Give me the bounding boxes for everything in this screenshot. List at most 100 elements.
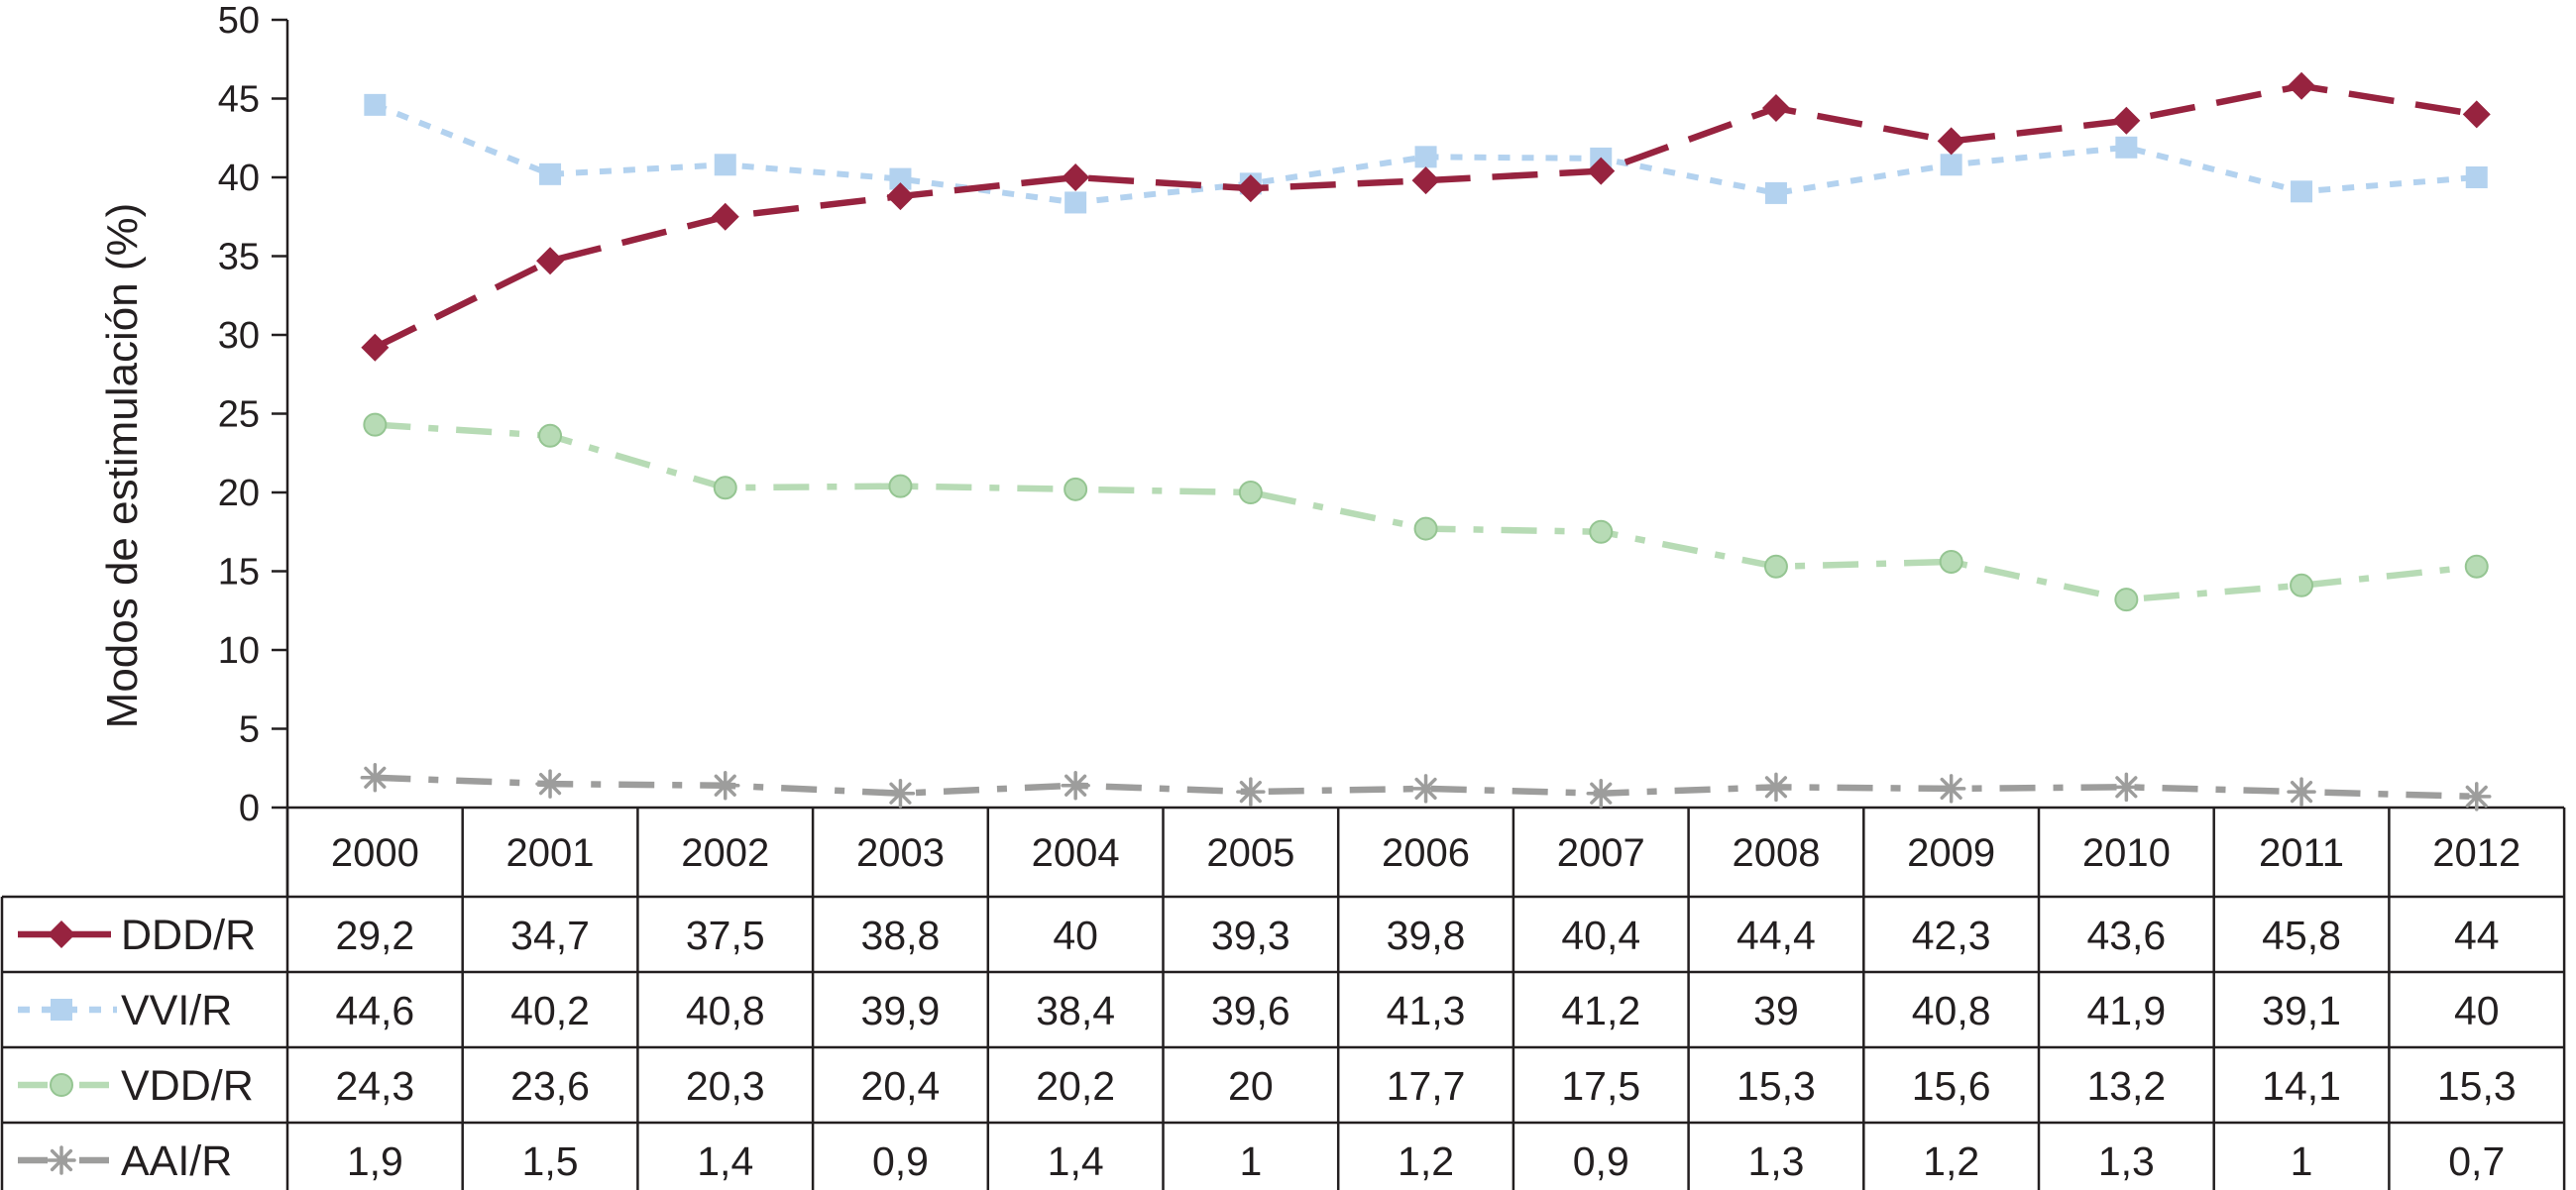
- data-point: [1413, 516, 1438, 541]
- table-cell-value: 43,6: [2086, 913, 2166, 958]
- series-line: [373, 82, 2478, 351]
- table-cell-value: 41,2: [1561, 988, 1640, 1033]
- table-cell-value: 34,7: [510, 913, 590, 958]
- legend-entry: DDD/R: [18, 912, 256, 959]
- data-point: [1411, 166, 1440, 195]
- data-point: [711, 202, 739, 231]
- x-tick-label: 2006: [1382, 831, 1470, 875]
- table-cell-value: 39,6: [1211, 988, 1290, 1033]
- data-point: [361, 333, 390, 362]
- data-table: 2000 2001 2002 2003 2004 2005 2006 2007 2008 2009…: [0, 806, 2566, 1190]
- legend-marker: [50, 1073, 73, 1097]
- data-point: [363, 412, 388, 437]
- table-cell-value: 0,9: [1573, 1138, 1629, 1184]
- table-cell-value: 37,5: [686, 913, 765, 958]
- table-cell-value: 1,4: [1048, 1138, 1104, 1184]
- x-tick-label: 2010: [2082, 831, 2171, 875]
- table-cell-value: 20,4: [861, 1063, 941, 1109]
- series-ddd-r: [361, 71, 2491, 362]
- table-cell-value: 41,9: [2086, 988, 2166, 1033]
- table-cell-value: 1,4: [697, 1138, 753, 1184]
- data-point: [1062, 163, 1090, 191]
- table-cell-value: 1: [2291, 1138, 2313, 1184]
- table-cell-value: 15,3: [1736, 1063, 1816, 1109]
- table-cell-value: 14,1: [2262, 1063, 2341, 1109]
- table-cell-value: 0,9: [872, 1138, 929, 1184]
- x-tick-label: 2003: [856, 831, 945, 875]
- table-cell-value: 44: [2454, 913, 2500, 958]
- legend-marker: [47, 1145, 76, 1175]
- y-tick-label: 45: [218, 79, 260, 121]
- legend-marker: [51, 999, 72, 1021]
- data-point: [886, 182, 915, 211]
- table-cell-value: 1,3: [1747, 1138, 1804, 1184]
- table-cell-value: 40,4: [1561, 913, 1640, 958]
- data-point: [364, 93, 387, 116]
- x-tick-label: 2005: [1206, 831, 1294, 875]
- table-cell-value: 0,7: [2448, 1138, 2505, 1184]
- table-cell-value: 45,8: [2262, 913, 2341, 958]
- table-cell-value: 20: [1228, 1063, 1274, 1109]
- y-tick-label: 20: [218, 473, 260, 514]
- data-point: [2115, 136, 2138, 159]
- data-point: [713, 476, 737, 500]
- table-cell-value: 40,8: [686, 988, 765, 1033]
- series-vdd-r: [363, 412, 2489, 612]
- y-tick-label: 0: [239, 788, 260, 829]
- series-line: [375, 421, 2478, 603]
- data-point: [2462, 782, 2492, 811]
- y-tick-label: 25: [218, 394, 260, 436]
- legend-marker: [48, 920, 75, 948]
- x-tick-label: 2001: [506, 831, 595, 875]
- table-cell-value: 39,1: [2262, 988, 2341, 1033]
- table-cell-value: 15,3: [2437, 1063, 2517, 1109]
- table-cell-value: 17,7: [1387, 1063, 1466, 1109]
- data-point: [1939, 549, 1963, 574]
- data-point: [1236, 174, 1265, 203]
- legend-entry: AAI/R: [18, 1137, 232, 1185]
- y-axis: 0 5 10 15 20 25 30 35 40 45 50: [218, 0, 289, 829]
- table-cell-value: 17,5: [1561, 1063, 1640, 1109]
- data-point: [1061, 770, 1090, 801]
- x-tick-label: 2008: [1732, 831, 1820, 875]
- data-point: [1064, 477, 1088, 501]
- data-point: [1764, 181, 1787, 204]
- data-point: [885, 778, 916, 809]
- data-point: [1064, 191, 1087, 214]
- x-tick-label: 2002: [681, 831, 769, 875]
- table-cell-value: 40: [2454, 988, 2500, 1033]
- data-point: [2462, 100, 2491, 129]
- data-point: [2290, 573, 2314, 597]
- data-point: [1761, 94, 1790, 123]
- data-point: [1940, 154, 1962, 176]
- table-cell-value: 1,9: [347, 1138, 403, 1184]
- table-cell-value: 42,3: [1912, 913, 1991, 958]
- table-cell-value: 40: [1053, 913, 1098, 958]
- table-cell-value: 38,8: [861, 913, 941, 958]
- y-tick-label: 10: [218, 630, 260, 672]
- series-aai-r: [360, 763, 2492, 811]
- data-point: [1937, 127, 1965, 156]
- table-cell-value: 24,3: [335, 1063, 414, 1109]
- table-cell-value: 15,6: [1912, 1063, 1991, 1109]
- table-cell-value: 1,3: [2098, 1138, 2155, 1184]
- data-point: [714, 154, 736, 176]
- table-cell-value: 20,2: [1036, 1063, 1115, 1109]
- x-tick-label: 2011: [2259, 831, 2344, 875]
- data-point: [1238, 481, 1263, 504]
- y-tick-label: 35: [218, 237, 260, 278]
- legend-label: AAI/R: [121, 1137, 232, 1185]
- legend-label: DDD/R: [121, 912, 256, 959]
- data-point: [2111, 772, 2142, 803]
- table-cell-value: 39: [1753, 988, 1799, 1033]
- table-cell-value: 44,4: [1736, 913, 1816, 958]
- data-point: [2114, 588, 2139, 612]
- data-point: [360, 763, 391, 793]
- data-point: [2291, 180, 2313, 203]
- table-cell-value: 20,3: [686, 1063, 765, 1109]
- y-tick-label: 5: [239, 709, 260, 751]
- data-point: [1763, 554, 1788, 579]
- x-tick-label: 2004: [1032, 831, 1120, 875]
- data-point: [1410, 774, 1441, 804]
